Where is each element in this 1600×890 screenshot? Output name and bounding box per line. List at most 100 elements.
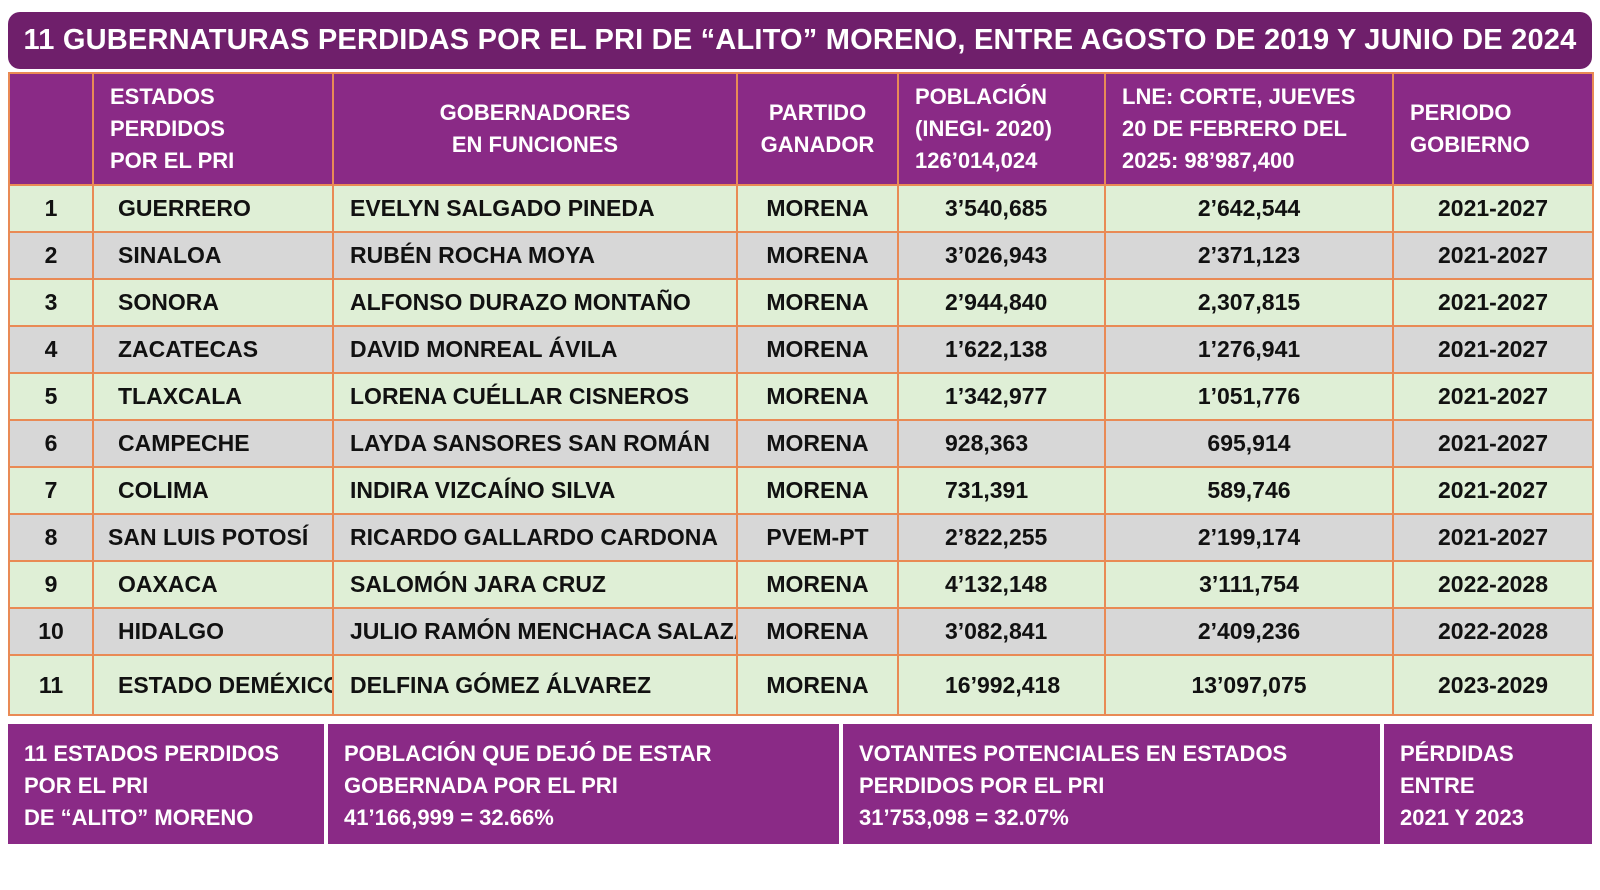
lne-cell: 1’276,941 xyxy=(1104,325,1394,374)
state-cell: CAMPECHE xyxy=(92,419,334,468)
lne-cell: 2’371,123 xyxy=(1104,231,1394,280)
state-cell: HIDALGO xyxy=(92,607,334,656)
period-cell: 2021-2027 xyxy=(1392,466,1594,515)
state-cell: ESTADO DEMÉXICO xyxy=(92,654,334,716)
state-cell: SAN LUIS POTOSÍ xyxy=(92,513,334,562)
party-cell: MORENA xyxy=(736,231,899,280)
row-number: 2 xyxy=(8,231,94,280)
state-cell: COLIMA xyxy=(92,466,334,515)
lne-cell: 3’111,754 xyxy=(1104,560,1394,609)
governor-cell: JULIO RAMÓN MENCHACA SALAZAR xyxy=(332,607,738,656)
table-row: 3 SONORA ALFONSO DURAZO MONTAÑO MORENA 2… xyxy=(8,278,1594,327)
state-cell: OAXACA xyxy=(92,560,334,609)
party-cell: MORENA xyxy=(736,560,899,609)
row-number: 11 xyxy=(8,654,94,716)
governor-cell: SALOMÓN JARA CRUZ xyxy=(332,560,738,609)
header-estados: ESTADOS PERDIDOS POR EL PRI xyxy=(92,72,334,186)
table-row: 4 ZACATECAS DAVID MONREAL ÁVILA MORENA 1… xyxy=(8,325,1594,374)
table-row: 1 GUERRERO EVELYN SALGADO PINEDA MORENA … xyxy=(8,184,1594,233)
lne-cell: 589,746 xyxy=(1104,466,1394,515)
state-cell: SONORA xyxy=(92,278,334,327)
row-number: 10 xyxy=(8,607,94,656)
table-row: 5 TLAXCALA LORENA CUÉLLAR CISNEROS MOREN… xyxy=(8,372,1594,421)
party-cell: MORENA xyxy=(736,372,899,421)
governor-cell: EVELYN SALGADO PINEDA xyxy=(332,184,738,233)
population-cell: 3’082,841 xyxy=(897,607,1106,656)
page-title: 11 GUBERNATURAS PERDIDAS POR EL PRI DE “… xyxy=(8,12,1592,69)
period-cell: 2023-2029 xyxy=(1392,654,1594,716)
governorships-table: ESTADOS PERDIDOS POR EL PRI GOBERNADORES… xyxy=(8,72,1594,716)
period-cell: 2022-2028 xyxy=(1392,560,1594,609)
row-number: 1 xyxy=(8,184,94,233)
population-cell: 3’540,685 xyxy=(897,184,1106,233)
table-row: 6 CAMPECHE LAYDA SANSORES SAN ROMÁN MORE… xyxy=(8,419,1594,468)
header-lne: LNE: CORTE, JUEVES 20 DE FEBRERO DEL 202… xyxy=(1104,72,1394,186)
header-num xyxy=(8,72,94,186)
population-cell: 4’132,148 xyxy=(897,560,1106,609)
row-number: 4 xyxy=(8,325,94,374)
summary-states-lost: 11 ESTADOS PERDIDOS POR EL PRI DE “ALITO… xyxy=(8,724,324,844)
period-cell: 2021-2027 xyxy=(1392,513,1594,562)
period-cell: 2021-2027 xyxy=(1392,184,1594,233)
header-gobernadores: GOBERNADORES EN FUNCIONES xyxy=(332,72,738,186)
population-cell: 2’944,840 xyxy=(897,278,1106,327)
summary-footer: 11 ESTADOS PERDIDOS POR EL PRI DE “ALITO… xyxy=(8,724,1592,844)
governor-cell: LAYDA SANSORES SAN ROMÁN xyxy=(332,419,738,468)
lne-cell: 2’409,236 xyxy=(1104,607,1394,656)
population-cell: 928,363 xyxy=(897,419,1106,468)
period-cell: 2021-2027 xyxy=(1392,372,1594,421)
population-cell: 16’992,418 xyxy=(897,654,1106,716)
row-number: 8 xyxy=(8,513,94,562)
governor-cell: RUBÉN ROCHA MOYA xyxy=(332,231,738,280)
row-number: 9 xyxy=(8,560,94,609)
governor-cell: RICARDO GALLARDO CARDONA xyxy=(332,513,738,562)
summary-population: POBLACIÓN QUE DEJÓ DE ESTAR GOBERNADA PO… xyxy=(328,724,839,844)
population-cell: 1’342,977 xyxy=(897,372,1106,421)
header-partido: PARTIDO GANADOR xyxy=(736,72,899,186)
population-cell: 2’822,255 xyxy=(897,513,1106,562)
lne-cell: 2’199,174 xyxy=(1104,513,1394,562)
row-number: 5 xyxy=(8,372,94,421)
lne-cell: 1’051,776 xyxy=(1104,372,1394,421)
population-cell: 731,391 xyxy=(897,466,1106,515)
period-cell: 2021-2027 xyxy=(1392,325,1594,374)
party-cell: MORENA xyxy=(736,654,899,716)
state-cell: ZACATECAS xyxy=(92,325,334,374)
party-cell: MORENA xyxy=(736,184,899,233)
summary-losses-period: PÉRDIDAS ENTRE 2021 Y 2023 xyxy=(1384,724,1592,844)
lne-cell: 2’642,544 xyxy=(1104,184,1394,233)
table-row: 9 OAXACA SALOMÓN JARA CRUZ MORENA 4’132,… xyxy=(8,560,1594,609)
state-cell: TLAXCALA xyxy=(92,372,334,421)
row-number: 7 xyxy=(8,466,94,515)
population-cell: 1’622,138 xyxy=(897,325,1106,374)
table-row: 10 HIDALGO JULIO RAMÓN MENCHACA SALAZAR … xyxy=(8,607,1594,656)
row-number: 3 xyxy=(8,278,94,327)
period-cell: 2021-2027 xyxy=(1392,278,1594,327)
table-row: 8 SAN LUIS POTOSÍ RICARDO GALLARDO CARDO… xyxy=(8,513,1594,562)
table-row: 2 SINALOA RUBÉN ROCHA MOYA MORENA 3’026,… xyxy=(8,231,1594,280)
header-periodo: PERIODO GOBIERNO xyxy=(1392,72,1594,186)
lne-cell: 13’097,075 xyxy=(1104,654,1394,716)
governor-cell: DAVID MONREAL ÁVILA xyxy=(332,325,738,374)
governor-cell: ALFONSO DURAZO MONTAÑO xyxy=(332,278,738,327)
period-cell: 2022-2028 xyxy=(1392,607,1594,656)
summary-voters: VOTANTES POTENCIALES EN ESTADOS PERDIDOS… xyxy=(843,724,1380,844)
party-cell: PVEM-PT xyxy=(736,513,899,562)
party-cell: MORENA xyxy=(736,607,899,656)
governor-cell: DELFINA GÓMEZ ÁLVAREZ xyxy=(332,654,738,716)
row-number: 6 xyxy=(8,419,94,468)
party-cell: MORENA xyxy=(736,466,899,515)
lne-cell: 695,914 xyxy=(1104,419,1394,468)
state-cell: GUERRERO xyxy=(92,184,334,233)
table-row: 7 COLIMA INDIRA VIZCAÍNO SILVA MORENA 73… xyxy=(8,466,1594,515)
party-cell: MORENA xyxy=(736,278,899,327)
table-row: 11 ESTADO DEMÉXICO DELFINA GÓMEZ ÁLVAREZ… xyxy=(8,654,1594,716)
state-cell: SINALOA xyxy=(92,231,334,280)
population-cell: 3’026,943 xyxy=(897,231,1106,280)
governor-cell: LORENA CUÉLLAR CISNEROS xyxy=(332,372,738,421)
lne-cell: 2,307,815 xyxy=(1104,278,1394,327)
party-cell: MORENA xyxy=(736,419,899,468)
governor-cell: INDIRA VIZCAÍNO SILVA xyxy=(332,466,738,515)
party-cell: MORENA xyxy=(736,325,899,374)
header-row: ESTADOS PERDIDOS POR EL PRI GOBERNADORES… xyxy=(8,72,1594,186)
